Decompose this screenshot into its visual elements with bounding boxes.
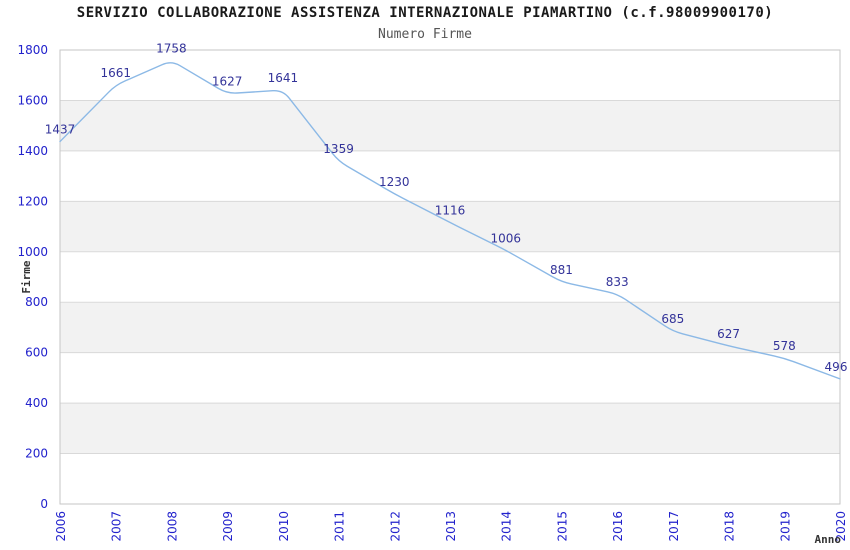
grid-band	[60, 100, 840, 151]
plot-border	[59, 49, 841, 505]
x-axis-tick-label: 2012	[388, 511, 402, 542]
x-axis-tick-label: 2010	[277, 511, 291, 542]
data-point-label: 1437	[45, 123, 76, 137]
y-axis-tick-label: 1000	[17, 245, 48, 259]
data-point-label: 881	[550, 263, 573, 277]
data-point-label: 1006	[490, 231, 521, 245]
x-axis-tick-label: 2007	[110, 511, 124, 542]
data-point-label: 578	[773, 339, 796, 353]
grid-band	[60, 302, 840, 353]
y-axis-tick-label: 400	[25, 396, 48, 410]
x-axis-tick-label: 2014	[500, 511, 514, 542]
data-point-label: 833	[606, 275, 629, 289]
x-axis-tick-label: 2006	[54, 511, 68, 542]
x-axis-tick-label: 2018	[723, 511, 737, 542]
x-axis-tick-label: 2013	[444, 511, 458, 542]
x-axis-tick-label: 2020	[834, 511, 848, 542]
x-axis-tick-label: 2015	[555, 511, 569, 542]
data-point-label: 1230	[379, 175, 410, 189]
grid-band	[60, 201, 840, 252]
data-point-label: 1661	[100, 66, 131, 80]
y-axis-tick-label: 1600	[17, 93, 48, 107]
y-axis-tick-label: 0	[40, 497, 48, 511]
chart-subtitle: Numero Firme	[378, 27, 472, 42]
y-axis-title: Firme	[20, 260, 33, 293]
data-point-label: 1627	[212, 75, 243, 89]
x-axis-tick-label: 2019	[778, 511, 792, 542]
y-axis-tick-label: 1200	[17, 194, 48, 208]
x-axis-tick-label: 2008	[165, 511, 179, 542]
data-point-label: 1116	[435, 204, 466, 218]
y-axis-tick-label: 1400	[17, 144, 48, 158]
data-point-label: 1758	[156, 42, 187, 56]
x-axis-tick-label: 2009	[221, 511, 235, 542]
x-axis-title: Anno	[815, 533, 842, 546]
data-point-label: 627	[717, 327, 740, 341]
y-axis-tick-label: 200	[25, 447, 48, 461]
chart-title: SERVIZIO COLLABORAZIONE ASSISTENZA INTER…	[76, 5, 774, 21]
series-line	[59, 62, 841, 380]
data-point-label: 685	[661, 312, 684, 326]
x-axis-tick-label: 2011	[333, 511, 347, 542]
y-axis-tick-label: 1800	[17, 43, 48, 57]
data-point-label: 1359	[323, 142, 354, 156]
data-point-label: 1641	[268, 71, 299, 85]
data-point-label: 496	[825, 360, 848, 374]
grid-band	[60, 403, 840, 454]
x-axis-tick-label: 2017	[667, 511, 681, 542]
y-axis-tick-label: 800	[25, 295, 48, 309]
x-axis-tick-label: 2016	[611, 511, 625, 542]
y-axis-tick-label: 600	[25, 346, 48, 360]
